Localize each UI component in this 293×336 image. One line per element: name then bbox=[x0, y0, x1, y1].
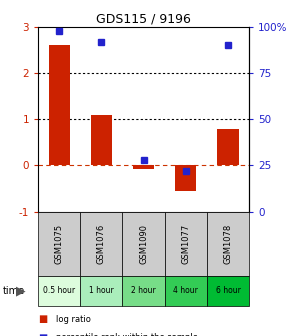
Text: 1 hour: 1 hour bbox=[89, 286, 114, 295]
Bar bbox=[91, 115, 112, 166]
Text: GSM1077: GSM1077 bbox=[181, 223, 190, 264]
Text: 4 hour: 4 hour bbox=[173, 286, 198, 295]
Text: 0.5 hour: 0.5 hour bbox=[43, 286, 75, 295]
Text: GSM1090: GSM1090 bbox=[139, 223, 148, 264]
Text: ■: ■ bbox=[38, 333, 47, 336]
Text: ■: ■ bbox=[38, 314, 47, 324]
Text: 2 hour: 2 hour bbox=[131, 286, 156, 295]
Text: ▶: ▶ bbox=[16, 284, 25, 297]
Text: GSM1078: GSM1078 bbox=[224, 223, 232, 264]
Bar bbox=[49, 45, 70, 166]
Text: GSM1076: GSM1076 bbox=[97, 223, 106, 264]
Bar bbox=[217, 129, 239, 166]
Bar bbox=[133, 166, 154, 169]
Title: GDS115 / 9196: GDS115 / 9196 bbox=[96, 13, 191, 26]
Text: GSM1075: GSM1075 bbox=[55, 223, 64, 264]
Text: percentile rank within the sample: percentile rank within the sample bbox=[56, 333, 198, 336]
Text: time: time bbox=[3, 286, 25, 296]
Text: log ratio: log ratio bbox=[56, 315, 91, 324]
Text: 6 hour: 6 hour bbox=[216, 286, 240, 295]
Bar bbox=[175, 166, 196, 191]
